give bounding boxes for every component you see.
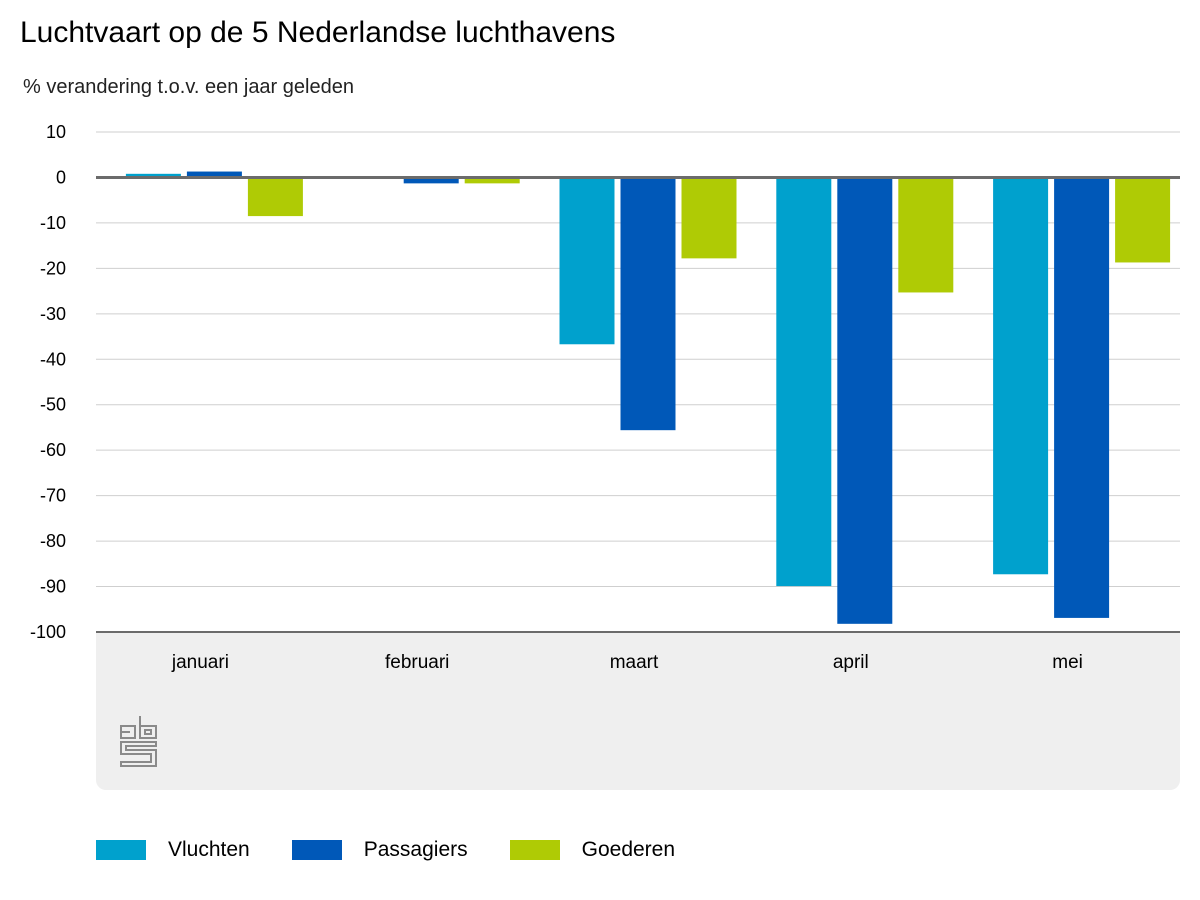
y-tick-label: -80 [40,531,66,551]
legend-swatch [291,840,342,860]
bar-vluchten-maart [559,177,615,345]
bar-passagiers-mei [1054,177,1110,618]
y-tick-label: 10 [46,122,66,142]
legend-item-goederen: Goederen [509,838,676,862]
x-tick-label: april [833,652,869,673]
x-axis-band [96,632,1180,790]
legend-swatch [96,840,146,860]
y-tick-label: -100 [30,622,66,642]
x-tick-label: mei [1052,652,1083,673]
y-tick-label: -60 [40,440,66,460]
y-tick-label: -40 [40,349,66,369]
bar-vluchten-april [776,177,832,587]
y-tick-label: -50 [40,395,66,415]
legend: Vluchten Passagiers Goederen [96,838,717,862]
cbs-logo-icon [120,716,157,767]
y-tick-label: 0 [56,167,66,187]
bar-goederen-maart [681,177,737,259]
legend-label: Passagiers [363,838,468,861]
legend-swatch [509,840,560,860]
bar-goederen-mei [1115,177,1171,263]
bar-goederen-februari [464,177,520,184]
y-axis-ticks: 10 0 -10 -20 -30 -40 -50 -60 -70 -80 -90 -100 [30,122,66,642]
legend-label: Goederen [581,838,676,861]
y-tick-label: -10 [40,213,66,233]
bar-passagiers-april [837,177,893,624]
bar-passagiers-maart [620,177,676,431]
y-tick-label: -90 [40,577,66,597]
y-tick-label: -20 [40,258,66,278]
bars [125,171,1171,624]
x-tick-label: maart [610,652,659,673]
bar-vluchten-mei [993,177,1049,575]
bar-vluchten-januari [125,173,181,178]
y-tick-label: -30 [40,304,66,324]
legend-item-passagiers: Passagiers [291,838,468,862]
bar-passagiers-januari [186,171,242,178]
chart-title: Luchtvaart op de 5 Nederlandse luchthave… [20,16,616,49]
bar-goederen-januari [247,177,303,217]
legend-label: Vluchten [168,838,250,861]
bar-passagiers-februari [403,177,459,184]
legend-item-vluchten: Vluchten [96,838,250,862]
bar-goederen-april [898,177,954,293]
x-tick-label: februari [385,652,449,673]
x-axis-ticks: januari februari maart april mei [171,652,1083,673]
chart-subtitle: % verandering t.o.v. een jaar geleden [23,76,354,98]
x-tick-label: januari [171,652,229,673]
y-tick-label: -70 [40,486,66,506]
